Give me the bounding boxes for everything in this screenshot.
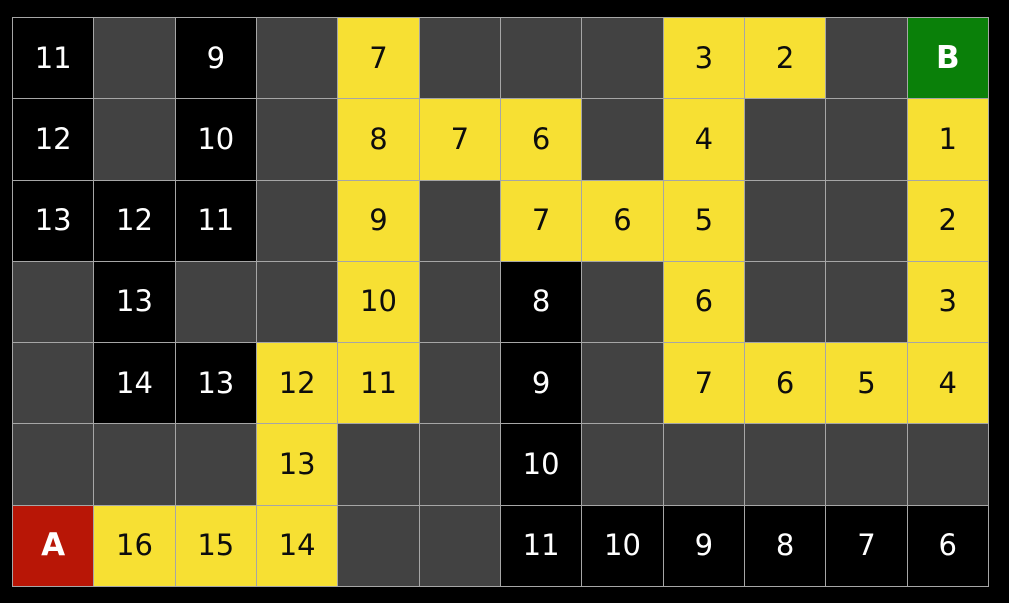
grid-cell-path-r1c8[interactable]: 4 xyxy=(662,98,745,181)
grid-cell-path-r5c3[interactable]: 13 xyxy=(255,423,339,506)
grid-cell-visited-r1c0[interactable]: 12 xyxy=(11,98,95,181)
grid-cell-empty-r5c0[interactable] xyxy=(11,423,95,506)
grid-cell-path-r3c11[interactable]: 3 xyxy=(906,260,989,344)
grid-cell-empty-r5c7[interactable] xyxy=(581,423,664,506)
grid-cell-empty-r3c2[interactable] xyxy=(174,260,257,344)
grid-cell-empty-r5c5[interactable] xyxy=(418,423,501,506)
grid-cell-path-r1c4[interactable]: 8 xyxy=(337,98,420,181)
grid-cell-visited-r6c9[interactable]: 8 xyxy=(743,504,827,587)
grid-cell-path-r4c9[interactable]: 6 xyxy=(743,342,827,425)
grid-cell-path-r1c5[interactable]: 7 xyxy=(418,98,501,181)
grid-cell-empty-r2c9[interactable] xyxy=(743,179,827,262)
grid-row: 14 13 12 11 9 7 6 5 4 xyxy=(11,342,989,425)
grid-cell-goal-r0c11[interactable]: B xyxy=(906,16,989,100)
grid-cell-empty-r1c3[interactable] xyxy=(255,98,339,181)
grid-cell-empty-r4c7[interactable] xyxy=(581,342,664,425)
grid-cell-path-r6c1[interactable]: 16 xyxy=(93,504,176,587)
grid-cell-path-r0c9[interactable]: 2 xyxy=(743,16,827,100)
grid-cell-empty-r0c7[interactable] xyxy=(581,16,664,100)
grid-cell-path-r2c6[interactable]: 7 xyxy=(499,179,583,262)
grid-cell-path-r6c3[interactable]: 14 xyxy=(255,504,339,587)
grid-cell-empty-r3c9[interactable] xyxy=(743,260,827,344)
grid-cell-visited-r6c10[interactable]: 7 xyxy=(825,504,908,587)
grid-cell-path-r4c8[interactable]: 7 xyxy=(662,342,745,425)
grid-cell-empty-r2c3[interactable] xyxy=(255,179,339,262)
grid-cell-empty-r0c1[interactable] xyxy=(93,16,176,100)
grid-cell-empty-r4c0[interactable] xyxy=(11,342,95,425)
grid-cell-visited-r6c7[interactable]: 10 xyxy=(581,504,664,587)
grid-cell-empty-r5c8[interactable] xyxy=(662,423,745,506)
grid-cell-empty-r3c0[interactable] xyxy=(11,260,95,344)
grid-cell-path-r4c10[interactable]: 5 xyxy=(825,342,908,425)
grid-cell-empty-r2c10[interactable] xyxy=(825,179,908,262)
grid-cell-empty-r6c4[interactable] xyxy=(337,504,420,587)
grid-cell-empty-r2c5[interactable] xyxy=(418,179,501,262)
grid-cell-empty-r5c11[interactable] xyxy=(906,423,989,506)
grid-cell-path-r0c8[interactable]: 3 xyxy=(662,16,745,100)
grid-cell-path-r2c4[interactable]: 9 xyxy=(337,179,420,262)
grid-cell-visited-r6c8[interactable]: 9 xyxy=(662,504,745,587)
grid-cell-empty-r5c1[interactable] xyxy=(93,423,176,506)
grid-cell-empty-r1c7[interactable] xyxy=(581,98,664,181)
grid-cell-empty-r3c10[interactable] xyxy=(825,260,908,344)
grid-cell-visited-r2c0[interactable]: 13 xyxy=(11,179,95,262)
grid-cell-empty-r3c5[interactable] xyxy=(418,260,501,344)
grid-cell-visited-r3c6[interactable]: 8 xyxy=(499,260,583,344)
grid-cell-visited-r0c2[interactable]: 9 xyxy=(174,16,257,100)
grid-row: 12 10 8 7 6 4 1 xyxy=(11,98,989,181)
grid-cell-empty-r1c9[interactable] xyxy=(743,98,827,181)
grid-cell-path-r4c4[interactable]: 11 xyxy=(337,342,420,425)
grid-row: A 16 15 14 11 10 9 8 7 6 xyxy=(11,504,989,587)
grid-cell-path-r2c11[interactable]: 2 xyxy=(906,179,989,262)
grid-cell-path-r1c6[interactable]: 6 xyxy=(499,98,583,181)
grid-cell-empty-r1c1[interactable] xyxy=(93,98,176,181)
grid-cell-empty-r5c10[interactable] xyxy=(825,423,908,506)
grid-cell-visited-r4c2[interactable]: 13 xyxy=(174,342,257,425)
grid-cell-visited-r2c2[interactable]: 11 xyxy=(174,179,257,262)
grid-cell-start-r6c0[interactable]: A xyxy=(11,504,95,587)
grid-cell-empty-r0c10[interactable] xyxy=(825,16,908,100)
grid-cell-empty-r1c10[interactable] xyxy=(825,98,908,181)
grid-cell-visited-r4c6[interactable]: 9 xyxy=(499,342,583,425)
grid-cell-empty-r4c5[interactable] xyxy=(418,342,501,425)
grid-cell-path-r3c4[interactable]: 10 xyxy=(337,260,420,344)
grid-cell-visited-r0c0[interactable]: 11 xyxy=(11,16,95,100)
grid-row: 13 10 xyxy=(11,423,989,506)
grid-cell-empty-r5c2[interactable] xyxy=(174,423,257,506)
grid-cell-visited-r4c1[interactable]: 14 xyxy=(93,342,176,425)
grid-cell-path-r2c8[interactable]: 5 xyxy=(662,179,745,262)
grid-cell-path-r4c3[interactable]: 12 xyxy=(255,342,339,425)
grid-cell-visited-r3c1[interactable]: 13 xyxy=(93,260,176,344)
grid-cell-visited-r6c6[interactable]: 11 xyxy=(499,504,583,587)
grid-cell-empty-r5c4[interactable] xyxy=(337,423,420,506)
grid-cell-visited-r2c1[interactable]: 12 xyxy=(93,179,176,262)
grid-cell-path-r6c2[interactable]: 15 xyxy=(174,504,257,587)
grid-cell-empty-r0c3[interactable] xyxy=(255,16,339,100)
pathfinding-grid: 11 9 7 3 2 B 12 10 8 7 6 4 1 13 12 11 9 7 6 5 2 13 10 8 6 3 14 13 12… xyxy=(11,16,989,587)
grid-cell-path-r1c11[interactable]: 1 xyxy=(906,98,989,181)
grid-cell-visited-r1c2[interactable]: 10 xyxy=(174,98,257,181)
grid-cell-empty-r5c9[interactable] xyxy=(743,423,827,506)
grid-cell-path-r2c7[interactable]: 6 xyxy=(581,179,664,262)
grid-cell-empty-r0c6[interactable] xyxy=(499,16,583,100)
grid-cell-path-r3c8[interactable]: 6 xyxy=(662,260,745,344)
grid-cell-empty-r0c5[interactable] xyxy=(418,16,501,100)
grid-row: 11 9 7 3 2 B xyxy=(11,16,989,100)
grid-row: 13 10 8 6 3 xyxy=(11,260,989,344)
grid-body: 11 9 7 3 2 B 12 10 8 7 6 4 1 13 12 11 9 7 6 5 2 13 10 8 6 3 14 13 12… xyxy=(11,16,989,587)
grid-cell-empty-r3c3[interactable] xyxy=(255,260,339,344)
grid-cell-empty-r6c5[interactable] xyxy=(418,504,501,587)
grid-cell-empty-r3c7[interactable] xyxy=(581,260,664,344)
grid-cell-path-r0c4[interactable]: 7 xyxy=(337,16,420,100)
grid-cell-visited-r5c6[interactable]: 10 xyxy=(499,423,583,506)
grid-cell-path-r4c11[interactable]: 4 xyxy=(906,342,989,425)
grid-cell-visited-r6c11[interactable]: 6 xyxy=(906,504,989,587)
grid-row: 13 12 11 9 7 6 5 2 xyxy=(11,179,989,262)
